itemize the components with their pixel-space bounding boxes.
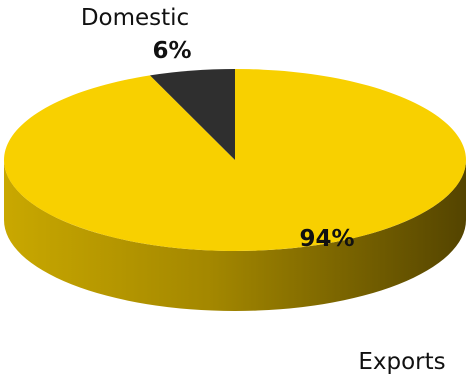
pie-side-exports: [4, 160, 466, 311]
value-label-domestic: 6%: [152, 38, 191, 64]
category-label-domestic: Domestic: [81, 5, 189, 31]
value-label-exports: 94%: [299, 226, 354, 252]
category-label-exports: Exports: [358, 349, 445, 375]
pie-slice-domestic: [149, 69, 235, 160]
